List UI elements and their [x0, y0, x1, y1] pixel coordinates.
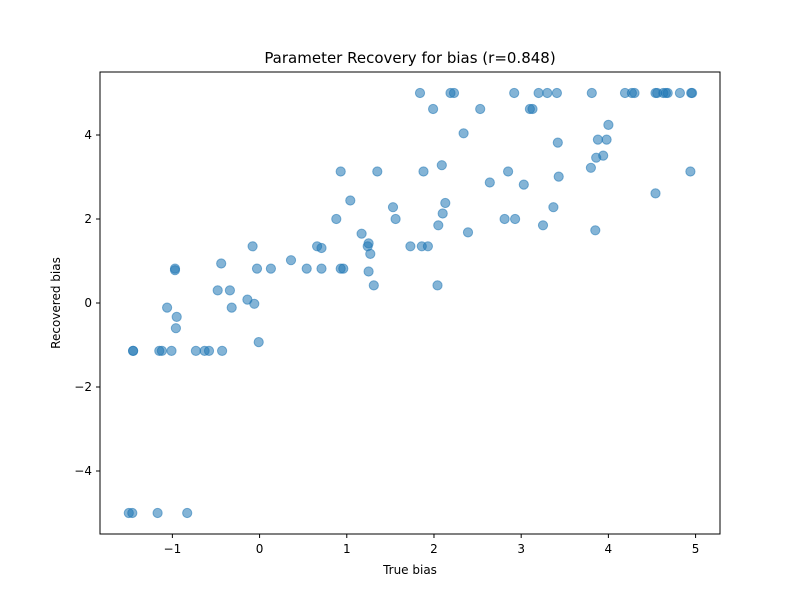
x-tick-label: 4 [605, 542, 613, 556]
data-point-33 [331, 213, 342, 225]
data-point-13 [182, 507, 193, 519]
data-point-34 [335, 166, 346, 177]
data-point-88 [629, 87, 640, 99]
x-axis-ticks: −1 0 1 2 3 4 5 [164, 534, 700, 556]
data-point-82 [592, 134, 604, 145]
data-point-73 [542, 87, 553, 99]
y-tick-label: −4 [74, 464, 92, 478]
data-point-21 [226, 302, 237, 313]
y-tick-label: 4 [84, 128, 92, 142]
data-point-29 [301, 263, 312, 274]
chart-title: Parameter Recovery for bias (r=0.848) [264, 49, 555, 67]
data-point-94 [662, 87, 673, 99]
data-point-48 [414, 87, 426, 99]
data-point-43 [368, 280, 379, 291]
data-point-50 [418, 166, 429, 177]
data-point-53 [432, 280, 443, 291]
data-point-60 [458, 128, 469, 139]
data-point-25 [251, 263, 263, 274]
data-point-26 [253, 337, 264, 348]
x-tick-label: 1 [343, 542, 351, 556]
data-point-36 [338, 263, 349, 274]
data-point-75 [551, 87, 563, 99]
x-tick-label: 5 [692, 542, 700, 556]
data-point-31 [316, 242, 327, 254]
data-point-61 [462, 227, 474, 238]
data-point-1 [127, 507, 138, 519]
data-point-10 [169, 265, 181, 276]
data-point-85 [603, 119, 614, 131]
data-point-46 [390, 213, 401, 225]
y-axis-label: Recovered bias [49, 257, 63, 349]
data-point-6 [156, 345, 167, 356]
data-point-89 [650, 188, 661, 199]
data-point-65 [503, 166, 514, 177]
data-point-62 [475, 103, 486, 115]
data-point-80 [590, 225, 601, 236]
data-point-7 [162, 302, 173, 313]
data-point-96 [685, 166, 696, 177]
x-tick-label: 3 [517, 542, 525, 556]
data-point-18 [216, 258, 227, 269]
data-point-74 [548, 202, 559, 213]
y-tick-label: 2 [84, 212, 92, 226]
x-axis-label: True bias [382, 563, 437, 577]
data-point-23 [247, 241, 258, 252]
data-point-70 [527, 103, 538, 115]
y-tick-label: 0 [84, 296, 92, 310]
data-point-83 [598, 150, 609, 161]
data-point-52 [428, 103, 439, 115]
data-point-38 [356, 228, 367, 239]
data-point-68 [518, 179, 529, 190]
data-point-66 [509, 87, 520, 99]
y-tick-label: −2 [74, 380, 92, 394]
data-point-40 [363, 238, 374, 249]
data-point-41 [363, 266, 374, 277]
data-point-98 [687, 87, 698, 99]
plot-frame [99, 71, 721, 535]
data-point-16 [203, 345, 215, 356]
data-point-57 [440, 197, 451, 209]
data-point-3 [128, 345, 139, 356]
data-point-72 [537, 220, 549, 231]
data-point-63 [484, 177, 495, 188]
data-point-95 [674, 87, 686, 99]
data-point-20 [224, 285, 235, 296]
data-point-42 [365, 248, 376, 259]
data-point-32 [316, 263, 327, 274]
x-tick-label: 2 [430, 542, 438, 556]
data-point-67 [509, 213, 521, 225]
data-point-12 [170, 323, 181, 334]
data-point-64 [499, 213, 510, 225]
data-point-71 [533, 87, 544, 99]
points-layer [123, 87, 698, 519]
data-point-56 [437, 208, 448, 219]
data-point-37 [345, 195, 356, 206]
data-point-79 [586, 87, 597, 99]
data-point-8 [166, 345, 177, 356]
data-point-54 [433, 220, 444, 231]
data-point-19 [217, 345, 228, 356]
data-point-27 [265, 263, 276, 274]
data-point-77 [553, 171, 564, 182]
data-point-51 [422, 241, 433, 252]
data-point-47 [405, 241, 416, 252]
data-point-24 [249, 298, 260, 309]
data-point-45 [387, 202, 399, 213]
data-point-4 [152, 507, 163, 519]
y-axis-ticks: −4 −2 0 2 4 [74, 128, 100, 478]
data-point-28 [285, 255, 297, 266]
data-point-78 [585, 162, 597, 173]
x-tick-label: −1 [164, 542, 182, 556]
data-point-11 [171, 311, 182, 322]
data-point-84 [601, 134, 612, 145]
data-point-76 [552, 137, 563, 148]
data-point-59 [448, 87, 460, 99]
x-tick-label: 0 [256, 542, 264, 556]
data-point-44 [372, 166, 383, 177]
data-point-17 [212, 285, 223, 296]
data-point-55 [436, 160, 447, 171]
data-point-14 [190, 345, 201, 356]
